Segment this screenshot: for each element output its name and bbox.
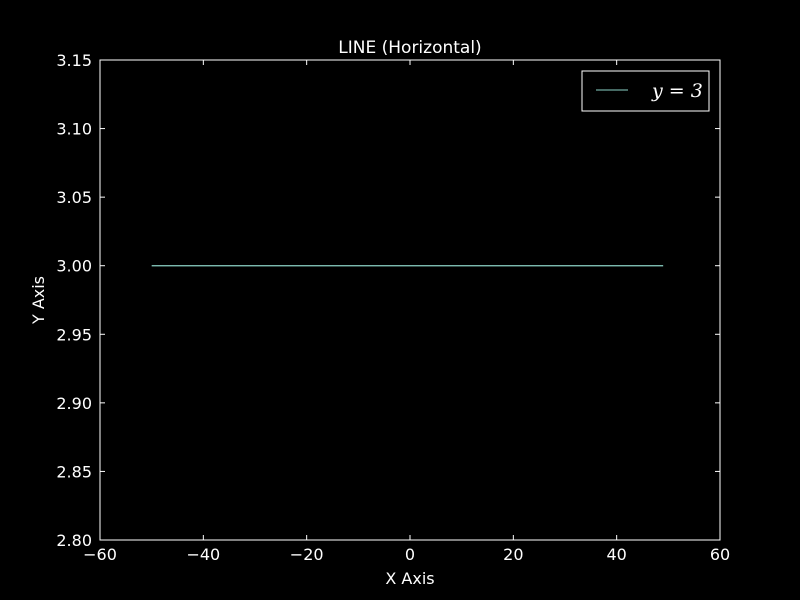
y-tick-label: 3.00 <box>56 257 92 276</box>
y-tick-label: 3.15 <box>56 51 92 70</box>
y-axis-label: Y Axis <box>29 276 48 325</box>
y-tick-label: 2.80 <box>56 531 92 550</box>
x-tick-label: −40 <box>186 545 220 564</box>
x-tick-label: 40 <box>606 545 626 564</box>
y-tick-label: 2.95 <box>56 325 92 344</box>
chart-title: LINE (Horizontal) <box>338 38 481 58</box>
x-axis-label: X Axis <box>385 569 434 588</box>
x-tick-label: −60 <box>83 545 117 564</box>
plot-area: −60 −40 −20 0 20 40 60 2.80 2.85 2.90 2.95 3.00 3.05… <box>56 51 730 564</box>
x-tick-label: 60 <box>710 545 730 564</box>
x-tick-label: 20 <box>503 545 523 564</box>
legend-box <box>581 70 710 112</box>
legend-entry-label: y = 3 <box>651 80 703 102</box>
legend: y = 3 <box>581 70 710 112</box>
y-tick-label: 2.85 <box>56 462 92 481</box>
x-tick-label: −20 <box>290 545 324 564</box>
y-tick-label: 3.10 <box>56 120 92 139</box>
y-tick-label: 3.05 <box>56 188 92 207</box>
x-tick-label: 0 <box>405 545 415 564</box>
y-tick-label: 2.90 <box>56 394 92 413</box>
